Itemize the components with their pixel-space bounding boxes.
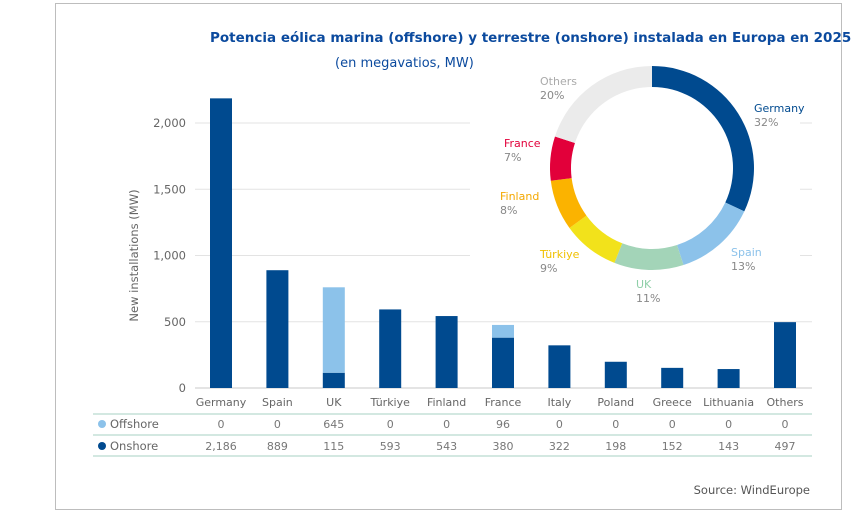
- legend-onshore-label: Onshore: [110, 439, 158, 453]
- table-cell-onshore: 152: [662, 440, 683, 453]
- donut-slice: [614, 243, 684, 270]
- bar-onshore: [435, 316, 458, 388]
- legend-offshore-label: Offshore: [110, 417, 159, 431]
- table-cell-offshore: 0: [387, 418, 394, 431]
- y-tick-label: 0: [179, 381, 186, 395]
- donut-label: France: [504, 137, 541, 150]
- table-cell-onshore: 198: [605, 440, 626, 453]
- bar-onshore: [266, 270, 289, 388]
- table-cell-onshore: 543: [436, 440, 457, 453]
- x-tick-label: Finland: [427, 396, 466, 409]
- table-cell-onshore: 2,186: [205, 440, 237, 453]
- table-cell-offshore: 0: [725, 418, 732, 431]
- donut-pct-label: 32%: [754, 116, 778, 129]
- table-cell-onshore: 593: [380, 440, 401, 453]
- table-cell-offshore: 0: [218, 418, 225, 431]
- x-tick-label: Others: [767, 396, 804, 409]
- legend-offshore-marker: [98, 420, 106, 428]
- donut-slice: [652, 66, 755, 212]
- x-tick-label: France: [485, 396, 522, 409]
- y-axis-label: New installations (MW): [127, 189, 141, 321]
- table-cell-offshore: 0: [782, 418, 789, 431]
- table-cell-onshore: 143: [718, 440, 739, 453]
- donut-slice: [554, 66, 652, 143]
- donut-label: Türkiye: [539, 248, 580, 261]
- donut-label: Spain: [731, 246, 762, 259]
- table-cell-offshore: 0: [669, 418, 676, 431]
- bar-offshore: [492, 324, 514, 338]
- bar-onshore: [492, 337, 514, 388]
- bar-onshore: [774, 322, 796, 388]
- donut-pct-label: 7%: [504, 151, 521, 164]
- table-cell-onshore: 497: [775, 440, 796, 453]
- bar-onshore: [717, 369, 740, 388]
- donut-pct-label: 8%: [500, 204, 517, 217]
- table-cell-offshore: 96: [496, 418, 510, 431]
- bar-onshore: [210, 98, 232, 388]
- x-tick-label: Poland: [597, 396, 634, 409]
- table-cell-onshore: 380: [493, 440, 514, 453]
- y-tick-label: 1,500: [153, 182, 186, 196]
- x-tick-label: Spain: [262, 396, 293, 409]
- chart-subtitle: (en megavatios, MW): [335, 56, 474, 71]
- donut-slice: [550, 178, 587, 228]
- donut-label: Finland: [500, 190, 539, 203]
- chart-frame: [55, 3, 842, 510]
- bar-offshore: [322, 287, 345, 373]
- x-tick-label: UK: [326, 396, 342, 409]
- donut-pct-label: 20%: [540, 89, 564, 102]
- bar-onshore: [548, 345, 571, 388]
- x-tick-label: Lithuania: [703, 396, 754, 409]
- x-tick-label: Türkiye: [369, 396, 410, 409]
- table-cell-offshore: 0: [556, 418, 563, 431]
- donut-pct-label: 11%: [636, 292, 660, 305]
- x-tick-label: Greece: [653, 396, 692, 409]
- donut-pct-label: 9%: [540, 262, 557, 275]
- bar-onshore: [661, 367, 684, 388]
- table-cell-offshore: 0: [274, 418, 281, 431]
- donut-slice: [569, 215, 623, 263]
- table-cell-onshore: 115: [323, 440, 344, 453]
- y-tick-label: 1,000: [153, 249, 186, 263]
- x-tick-label: Italy: [547, 396, 571, 409]
- x-tick-label: Germany: [196, 396, 247, 409]
- y-tick-label: 500: [164, 315, 186, 329]
- donut-slice: [550, 136, 575, 181]
- chart-title: Potencia eólica marina (offshore) y terr…: [210, 30, 852, 46]
- bar-onshore: [604, 361, 627, 388]
- donut-label: Germany: [754, 102, 805, 115]
- donut-pct-label: 13%: [731, 260, 755, 273]
- donut-label: Others: [540, 75, 577, 88]
- table-cell-onshore: 322: [549, 440, 570, 453]
- donut-label: UK: [636, 278, 652, 291]
- y-tick-label: 2,000: [153, 116, 186, 130]
- legend-onshore-marker: [98, 442, 106, 450]
- table-cell-offshore: 645: [323, 418, 344, 431]
- table-cell-offshore: 0: [612, 418, 619, 431]
- table-cell-onshore: 889: [267, 440, 288, 453]
- bar-onshore: [322, 372, 345, 388]
- table-cell-offshore: 0: [443, 418, 450, 431]
- donut-slice: [677, 202, 745, 266]
- bar-onshore: [379, 309, 402, 388]
- source-note: Source: WindEurope: [693, 483, 810, 497]
